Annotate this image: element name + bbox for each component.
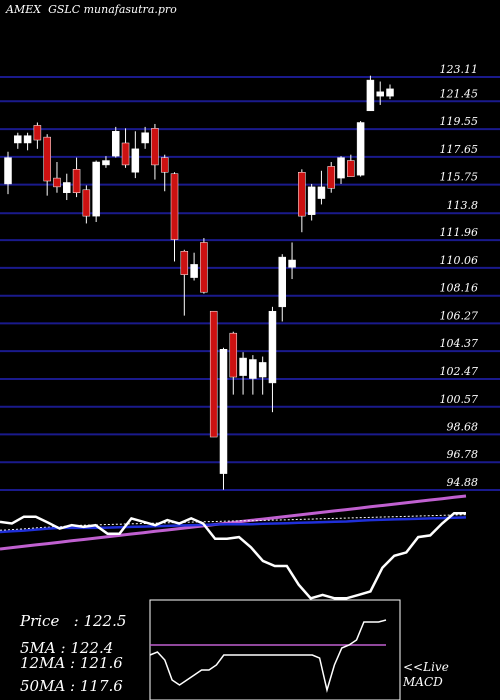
candle-up — [219, 349, 228, 474]
macd-line — [149, 619, 387, 693]
live-macd-label: <<Live — [403, 660, 449, 674]
price-tick-label: 115.75 — [440, 171, 479, 184]
ma-slow-line — [0, 494, 467, 551]
candle-up — [268, 310, 277, 384]
macd-box — [149, 599, 401, 700]
candle-up — [249, 359, 257, 379]
candle-up — [92, 161, 100, 217]
site-label: munafasutra.pro — [83, 3, 177, 16]
candle-down — [200, 242, 208, 293]
price-tick-label: 96.78 — [447, 448, 479, 461]
candle-down — [121, 142, 130, 166]
price-tick-label: 94.88 — [447, 476, 479, 489]
candle-up — [258, 362, 267, 378]
candle-up — [239, 357, 247, 376]
candle-down — [160, 157, 169, 173]
ma-fast-line — [0, 516, 467, 534]
price-tick-label: 113.8 — [447, 199, 479, 212]
candle-down — [33, 125, 42, 141]
exchange-label: AMEX — [6, 3, 42, 16]
candle-up — [288, 259, 296, 268]
candle-up — [131, 148, 140, 173]
price-tick-label: 123.11 — [440, 63, 479, 76]
price-stat: Price : 122.5 — [20, 612, 127, 630]
price-tick-label: 106.27 — [440, 309, 479, 322]
candle-down — [327, 166, 335, 189]
price-tick-label: 119.55 — [440, 115, 479, 128]
candle-up — [111, 131, 120, 157]
indicator-panel — [0, 494, 467, 600]
candle-down — [209, 310, 218, 438]
candle-down — [347, 160, 355, 177]
chart-header: AMEX GSLC munafasutra.pro — [6, 3, 177, 16]
candle-down — [229, 332, 238, 378]
candle-down — [82, 189, 91, 217]
candle-up — [376, 91, 384, 97]
symbol-label: GSLC — [48, 3, 81, 16]
macd-label: MACD — [403, 675, 443, 689]
candle-up — [366, 79, 375, 112]
candle-down — [43, 136, 51, 182]
candle-up — [386, 88, 394, 97]
candle-up — [102, 160, 110, 166]
price-tick-label: 104.37 — [440, 337, 479, 350]
candle-up — [337, 157, 345, 179]
candle-up — [317, 186, 326, 199]
candle-up — [23, 135, 32, 144]
candle-up — [190, 264, 198, 278]
candle-up — [141, 132, 149, 144]
candle-down — [180, 250, 189, 275]
candle-up — [278, 256, 287, 308]
candlesticks — [4, 75, 394, 490]
ma5-stat: 5MA : 122.4 — [20, 639, 114, 657]
price-grid — [0, 76, 500, 491]
price-tick-label: 110.06 — [440, 254, 479, 267]
candle-down — [298, 171, 306, 217]
price-tick-label: 121.45 — [440, 87, 479, 100]
ma50-stat: 50MA : 117.6 — [20, 677, 123, 695]
candle-up — [14, 135, 22, 144]
candle-up — [356, 122, 365, 176]
price-tick-label: 98.68 — [447, 420, 479, 433]
price-tick-label: 108.16 — [440, 282, 479, 295]
candle-down — [72, 169, 81, 193]
price-tick-label: 102.47 — [440, 365, 479, 378]
ma12-stat: 12MA : 121.6 — [20, 654, 123, 672]
price-tick-label: 117.65 — [440, 143, 479, 156]
price-axis-labels: 123.11 121.45 119.55 117.65 115.75 113.8 111.9… — [440, 63, 479, 489]
candle-up — [307, 186, 316, 215]
candle-down — [151, 128, 159, 166]
candle-up — [63, 182, 71, 193]
candle-down — [170, 173, 179, 240]
price-tick-label: 111.96 — [440, 226, 479, 239]
candle-up — [4, 157, 12, 185]
macd-panel — [149, 599, 401, 700]
price-tick-label: 100.57 — [440, 393, 479, 406]
price-line — [0, 512, 466, 600]
candle-down — [53, 177, 61, 188]
